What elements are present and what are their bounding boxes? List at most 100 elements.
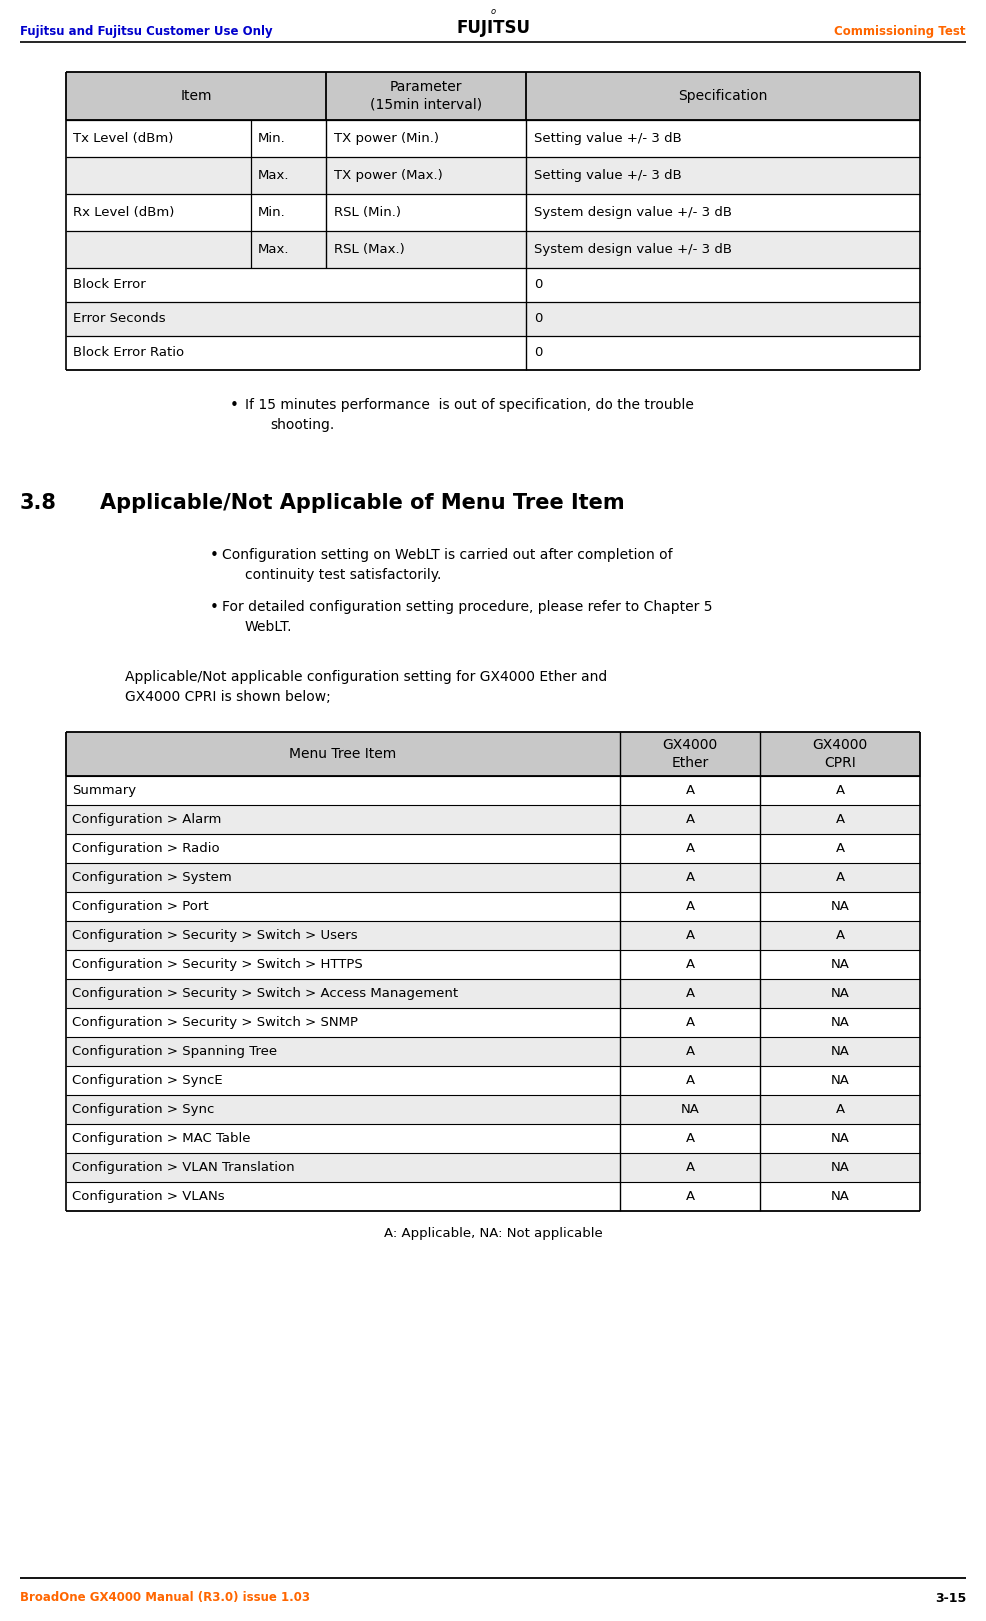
Bar xyxy=(66,71,920,120)
Text: Commissioning Test: Commissioning Test xyxy=(834,26,966,39)
Text: Specification: Specification xyxy=(678,89,768,104)
Text: NA: NA xyxy=(830,1046,849,1059)
Text: A: A xyxy=(685,929,694,942)
Text: GX4000
Ether: GX4000 Ether xyxy=(663,738,718,770)
Text: 0: 0 xyxy=(534,279,542,292)
Text: Max.: Max. xyxy=(258,243,290,256)
Text: A: A xyxy=(835,814,845,827)
Text: shooting.: shooting. xyxy=(270,418,334,433)
Text: o: o xyxy=(490,8,496,16)
Bar xyxy=(66,157,920,195)
Text: Tx Level (dBm): Tx Level (dBm) xyxy=(73,131,174,144)
Text: If 15 minutes performance  is out of specification, do the trouble: If 15 minutes performance is out of spec… xyxy=(245,399,694,412)
Text: Configuration setting on WebLT is carried out after completion of: Configuration setting on WebLT is carrie… xyxy=(222,548,672,562)
Text: Error Seconds: Error Seconds xyxy=(73,313,166,326)
Text: Configuration > System: Configuration > System xyxy=(72,870,232,883)
Bar xyxy=(66,195,920,232)
Text: •: • xyxy=(210,600,219,614)
Text: NA: NA xyxy=(830,1016,849,1029)
Bar xyxy=(66,833,920,862)
Text: Max.: Max. xyxy=(258,169,290,182)
Text: Configuration > MAC Table: Configuration > MAC Table xyxy=(72,1131,250,1144)
Text: A: A xyxy=(685,958,694,971)
Text: A: A xyxy=(835,870,845,883)
Text: Configuration > Port: Configuration > Port xyxy=(72,900,209,913)
Text: Configuration > Spanning Tree: Configuration > Spanning Tree xyxy=(72,1046,277,1059)
Text: A: A xyxy=(685,841,694,854)
Text: A: A xyxy=(835,929,845,942)
Bar xyxy=(66,1067,920,1096)
Bar xyxy=(66,1182,920,1211)
Text: NA: NA xyxy=(830,1161,849,1174)
Bar xyxy=(66,120,920,157)
Text: Configuration > Security > Switch > HTTPS: Configuration > Security > Switch > HTTP… xyxy=(72,958,363,971)
Bar xyxy=(66,267,920,302)
Bar xyxy=(66,979,920,1008)
Text: Item: Item xyxy=(180,89,212,104)
Text: NA: NA xyxy=(830,958,849,971)
Bar xyxy=(66,921,920,950)
Text: TX power (Min.): TX power (Min.) xyxy=(334,131,439,144)
Text: 0: 0 xyxy=(534,313,542,326)
Text: System design value +/- 3 dB: System design value +/- 3 dB xyxy=(534,243,732,256)
Text: Configuration > Radio: Configuration > Radio xyxy=(72,841,220,854)
Text: Parameter
(15min interval): Parameter (15min interval) xyxy=(370,81,482,112)
Text: A: Applicable, NA: Not applicable: A: Applicable, NA: Not applicable xyxy=(384,1227,602,1240)
Text: Configuration > Sync: Configuration > Sync xyxy=(72,1102,214,1115)
Text: Block Error: Block Error xyxy=(73,279,146,292)
Text: A: A xyxy=(685,785,694,798)
Bar xyxy=(66,1123,920,1153)
Bar xyxy=(66,806,920,833)
Text: WebLT.: WebLT. xyxy=(245,619,293,634)
Text: continuity test satisfactorily.: continuity test satisfactorily. xyxy=(245,567,442,582)
Bar xyxy=(66,302,920,336)
Bar xyxy=(66,950,920,979)
Text: Configuration > Security > Switch > SNMP: Configuration > Security > Switch > SNMP xyxy=(72,1016,358,1029)
Text: Configuration > Alarm: Configuration > Alarm xyxy=(72,814,222,827)
Bar xyxy=(66,1153,920,1182)
Text: Applicable/Not Applicable of Menu Tree Item: Applicable/Not Applicable of Menu Tree I… xyxy=(100,493,624,512)
Bar xyxy=(66,776,920,806)
Text: RSL (Min.): RSL (Min.) xyxy=(334,206,401,219)
Text: NA: NA xyxy=(830,900,849,913)
Bar xyxy=(66,232,920,267)
Text: GX4000 CPRI is shown below;: GX4000 CPRI is shown below; xyxy=(125,691,330,704)
Text: A: A xyxy=(835,785,845,798)
Text: Configuration > VLANs: Configuration > VLANs xyxy=(72,1190,225,1203)
Text: RSL (Max.): RSL (Max.) xyxy=(334,243,404,256)
Text: A: A xyxy=(835,1102,845,1115)
Text: •: • xyxy=(230,399,239,413)
Text: NA: NA xyxy=(680,1102,699,1115)
Text: TX power (Max.): TX power (Max.) xyxy=(334,169,443,182)
Text: A: A xyxy=(685,1046,694,1059)
Text: Applicable/Not applicable configuration setting for GX4000 Ether and: Applicable/Not applicable configuration … xyxy=(125,669,607,684)
Text: A: A xyxy=(685,814,694,827)
Text: A: A xyxy=(685,900,694,913)
Text: Min.: Min. xyxy=(258,131,286,144)
Text: FUJITSU: FUJITSU xyxy=(456,19,530,37)
Text: Configuration > Security > Switch > Access Management: Configuration > Security > Switch > Acce… xyxy=(72,987,458,1000)
Text: Setting value +/- 3 dB: Setting value +/- 3 dB xyxy=(534,131,681,144)
Text: NA: NA xyxy=(830,1190,849,1203)
Bar xyxy=(66,862,920,892)
Text: A: A xyxy=(685,870,694,883)
Text: Min.: Min. xyxy=(258,206,286,219)
Text: A: A xyxy=(835,841,845,854)
Text: A: A xyxy=(685,1075,694,1088)
Text: Setting value +/- 3 dB: Setting value +/- 3 dB xyxy=(534,169,681,182)
Text: A: A xyxy=(685,1161,694,1174)
Text: NA: NA xyxy=(830,1131,849,1144)
Text: Configuration > VLAN Translation: Configuration > VLAN Translation xyxy=(72,1161,295,1174)
Text: •: • xyxy=(210,548,219,562)
Text: Rx Level (dBm): Rx Level (dBm) xyxy=(73,206,175,219)
Text: NA: NA xyxy=(830,987,849,1000)
Text: A: A xyxy=(685,1131,694,1144)
Bar xyxy=(66,336,920,370)
Bar xyxy=(66,892,920,921)
Bar xyxy=(66,1037,920,1067)
Text: NA: NA xyxy=(830,1075,849,1088)
Text: A: A xyxy=(685,987,694,1000)
Text: 3-15: 3-15 xyxy=(935,1592,966,1605)
Text: A: A xyxy=(685,1190,694,1203)
Text: Menu Tree Item: Menu Tree Item xyxy=(289,747,396,760)
